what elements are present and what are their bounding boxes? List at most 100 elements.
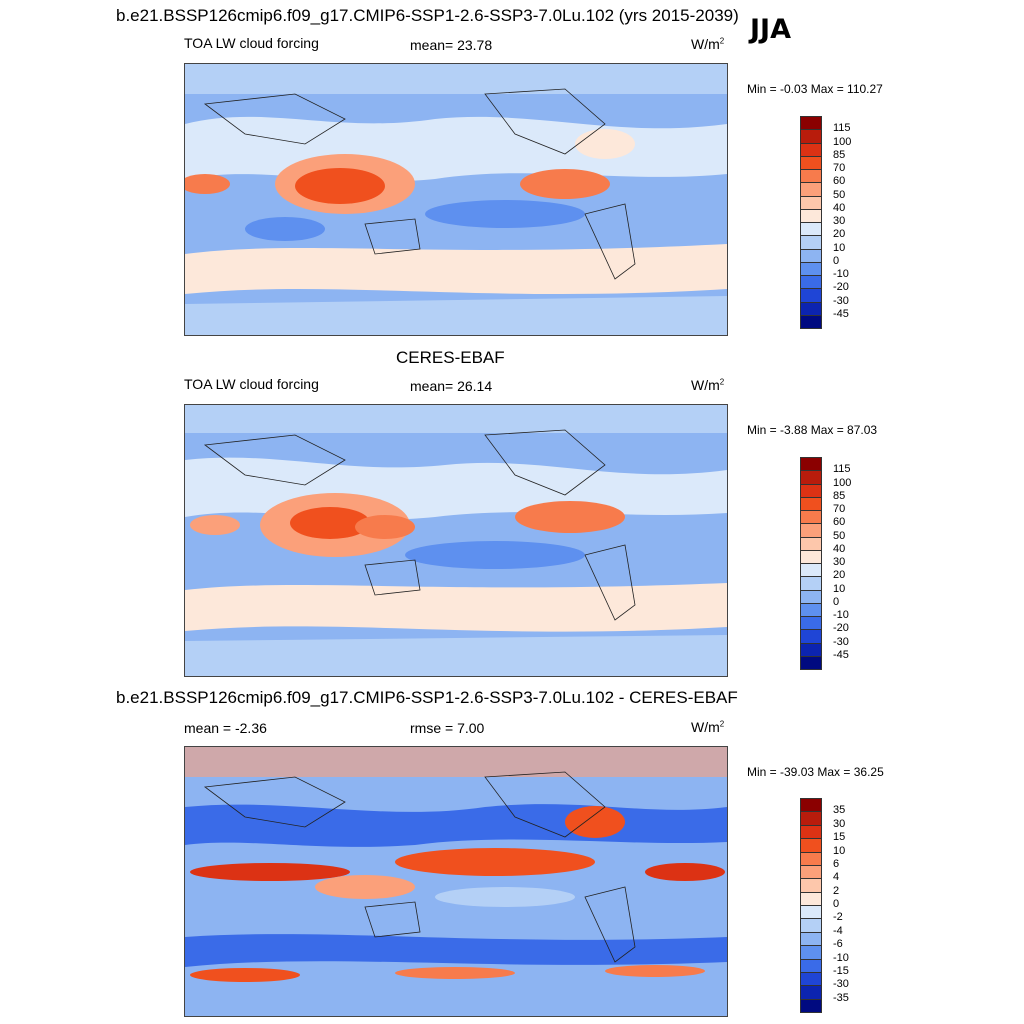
- colorbar-tick-label: 6: [833, 857, 840, 870]
- panel-model-title: b.e21.BSSP126cmip6.f09_g17.CMIP6-SSP1-2.…: [116, 6, 739, 25]
- colorbar-tick-label: 60: [833, 175, 846, 188]
- colorbar-tick-label: 115: [833, 463, 851, 476]
- colorbar-swatch: [800, 971, 822, 987]
- colorbar-tick-label: 85: [833, 148, 846, 161]
- colorbar-tick-label: 10: [833, 844, 846, 857]
- colorbar-swatch: [800, 129, 822, 144]
- panel-model-units: W/m2: [691, 36, 725, 52]
- colorbar-tick-label: 60: [833, 516, 846, 529]
- colorbar-swatch: [800, 905, 822, 920]
- panel-diff-map: [184, 746, 728, 1017]
- colorbar-tick-label: -20: [833, 281, 849, 294]
- colorbar-swatch: [800, 222, 822, 237]
- panel-model-mean: mean= 23.78: [410, 37, 493, 53]
- colorbar-tick-label: -30: [833, 294, 849, 307]
- colorbar-swatch: [800, 602, 822, 617]
- colorbar-swatch: [800, 523, 822, 538]
- colorbar-tick-label: 10: [833, 241, 846, 254]
- colorbar-swatch: [800, 931, 822, 947]
- colorbar-swatch: [800, 248, 822, 263]
- colorbar-tick-label: 50: [833, 188, 846, 201]
- colorbar-swatch: [800, 891, 822, 906]
- colorbar-swatch: [800, 536, 822, 551]
- colorbar-swatch: [800, 811, 822, 826]
- panel-obs-minmax: Min = -3.88 Max = 87.03: [747, 423, 878, 437]
- colorbar-tick-label: -15: [833, 964, 849, 977]
- colorbar-tick-label: 20: [833, 228, 846, 241]
- colorbar-swatch: [800, 483, 822, 498]
- colorbar-swatch: [800, 116, 822, 131]
- panel-model-variable: TOA LW cloud forcing: [184, 35, 319, 51]
- colorbar-swatch: [800, 510, 822, 525]
- colorbar-swatch: [800, 169, 822, 184]
- colorbar-swatch: [800, 864, 822, 880]
- colorbar-swatch: [800, 208, 822, 223]
- colorbar-tick-label: 0: [833, 595, 840, 608]
- panel-diff-title: b.e21.BSSP126cmip6.f09_g17.CMIP6-SSP1-2.…: [116, 688, 738, 707]
- colorbar-swatch: [800, 998, 822, 1013]
- colorbar-swatch: [800, 918, 822, 933]
- panel-diff-colorbar: 35 30 15 10 6 4 2 0 -2 -4 -6 -10 -15 -30 -35: [800, 798, 849, 1013]
- colorbar-tick-label: -45: [833, 648, 849, 661]
- panel-obs-colorbar: 115 100 85 70 60 50 40 30 20 10 0 -10 -20 -30 -45: [800, 457, 851, 670]
- colorbar-tick-label: -30: [833, 978, 849, 991]
- colorbar-swatch: [800, 549, 822, 564]
- colorbar-swatch: [800, 496, 822, 511]
- colorbar-swatch: [800, 142, 822, 157]
- colorbar-swatch: [800, 314, 822, 329]
- colorbar-tick-label: 40: [833, 542, 846, 555]
- colorbar-tick-label: 70: [833, 503, 846, 515]
- colorbar-tick-label: -20: [833, 622, 849, 635]
- colorbar-tick-label: -30: [833, 635, 849, 648]
- panel-obs-mean: mean= 26.14: [410, 378, 493, 394]
- colorbar-tick-label: 4: [833, 871, 840, 884]
- colorbar-tick-label: 100: [833, 476, 852, 489]
- colorbar-tick-label: 85: [833, 489, 846, 502]
- colorbar-tick-label: -10: [833, 951, 849, 964]
- colorbar-tick-label: -2: [833, 911, 843, 924]
- colorbar-swatch: [800, 838, 822, 853]
- panel-diff-rmse: rmse = 7.00: [410, 720, 485, 736]
- colorbar-swatch: [800, 261, 822, 276]
- colorbar-swatch: [800, 985, 822, 1000]
- colorbar-swatch: [800, 576, 822, 591]
- colorbar-tick-label: 10: [833, 582, 846, 595]
- panel-obs-title: CERES-EBAF: [396, 348, 505, 367]
- colorbar-swatch: [800, 235, 822, 250]
- colorbar-tick-label: 20: [833, 569, 846, 582]
- colorbar-swatch: [800, 563, 822, 578]
- colorbar-swatch: [800, 655, 822, 670]
- colorbar-swatch: [800, 301, 822, 316]
- panel-obs-variable: TOA LW cloud forcing: [184, 376, 319, 392]
- colorbar-tick-label: 50: [833, 529, 846, 542]
- season-label: JJA: [750, 14, 791, 45]
- colorbar-tick-label: -10: [833, 268, 849, 280]
- colorbar-tick-label: 15: [833, 831, 846, 844]
- colorbar-tick-label: 30: [833, 817, 846, 830]
- colorbar-swatch: [800, 824, 822, 840]
- panel-diff-mean: mean = -2.36: [184, 720, 267, 736]
- colorbar-tick-label: -10: [833, 609, 849, 621]
- colorbar-tick-label: -6: [833, 938, 843, 951]
- colorbar-tick-label: 35: [833, 804, 846, 817]
- colorbar-swatch: [800, 589, 822, 604]
- colorbar-swatch: [800, 457, 822, 472]
- colorbar-tick-label: 2: [833, 884, 840, 897]
- colorbar-swatch: [800, 798, 822, 813]
- colorbar-tick-label: -45: [833, 307, 849, 320]
- colorbar-swatch: [800, 851, 822, 866]
- panel-obs-units: W/m2: [691, 377, 725, 393]
- colorbar-swatch: [800, 616, 822, 631]
- panel-diff-units: W/m2: [691, 719, 725, 735]
- colorbar-swatch: [800, 470, 822, 485]
- panel-model-colorbar: 115 100 85 70 60 50 40 30 20 10 0 -10 -20 -30 -45: [800, 116, 851, 329]
- panel-model-map: [184, 63, 728, 336]
- colorbar-tick-label: 30: [833, 215, 846, 227]
- colorbar-tick-label: 0: [833, 898, 840, 910]
- colorbar-tick-label: 40: [833, 201, 846, 214]
- colorbar-swatch: [800, 182, 822, 197]
- colorbar-tick-label: -4: [833, 924, 843, 937]
- colorbar-swatch: [800, 155, 822, 170]
- colorbar-swatch: [800, 288, 822, 303]
- colorbar-tick-label: 70: [833, 162, 846, 174]
